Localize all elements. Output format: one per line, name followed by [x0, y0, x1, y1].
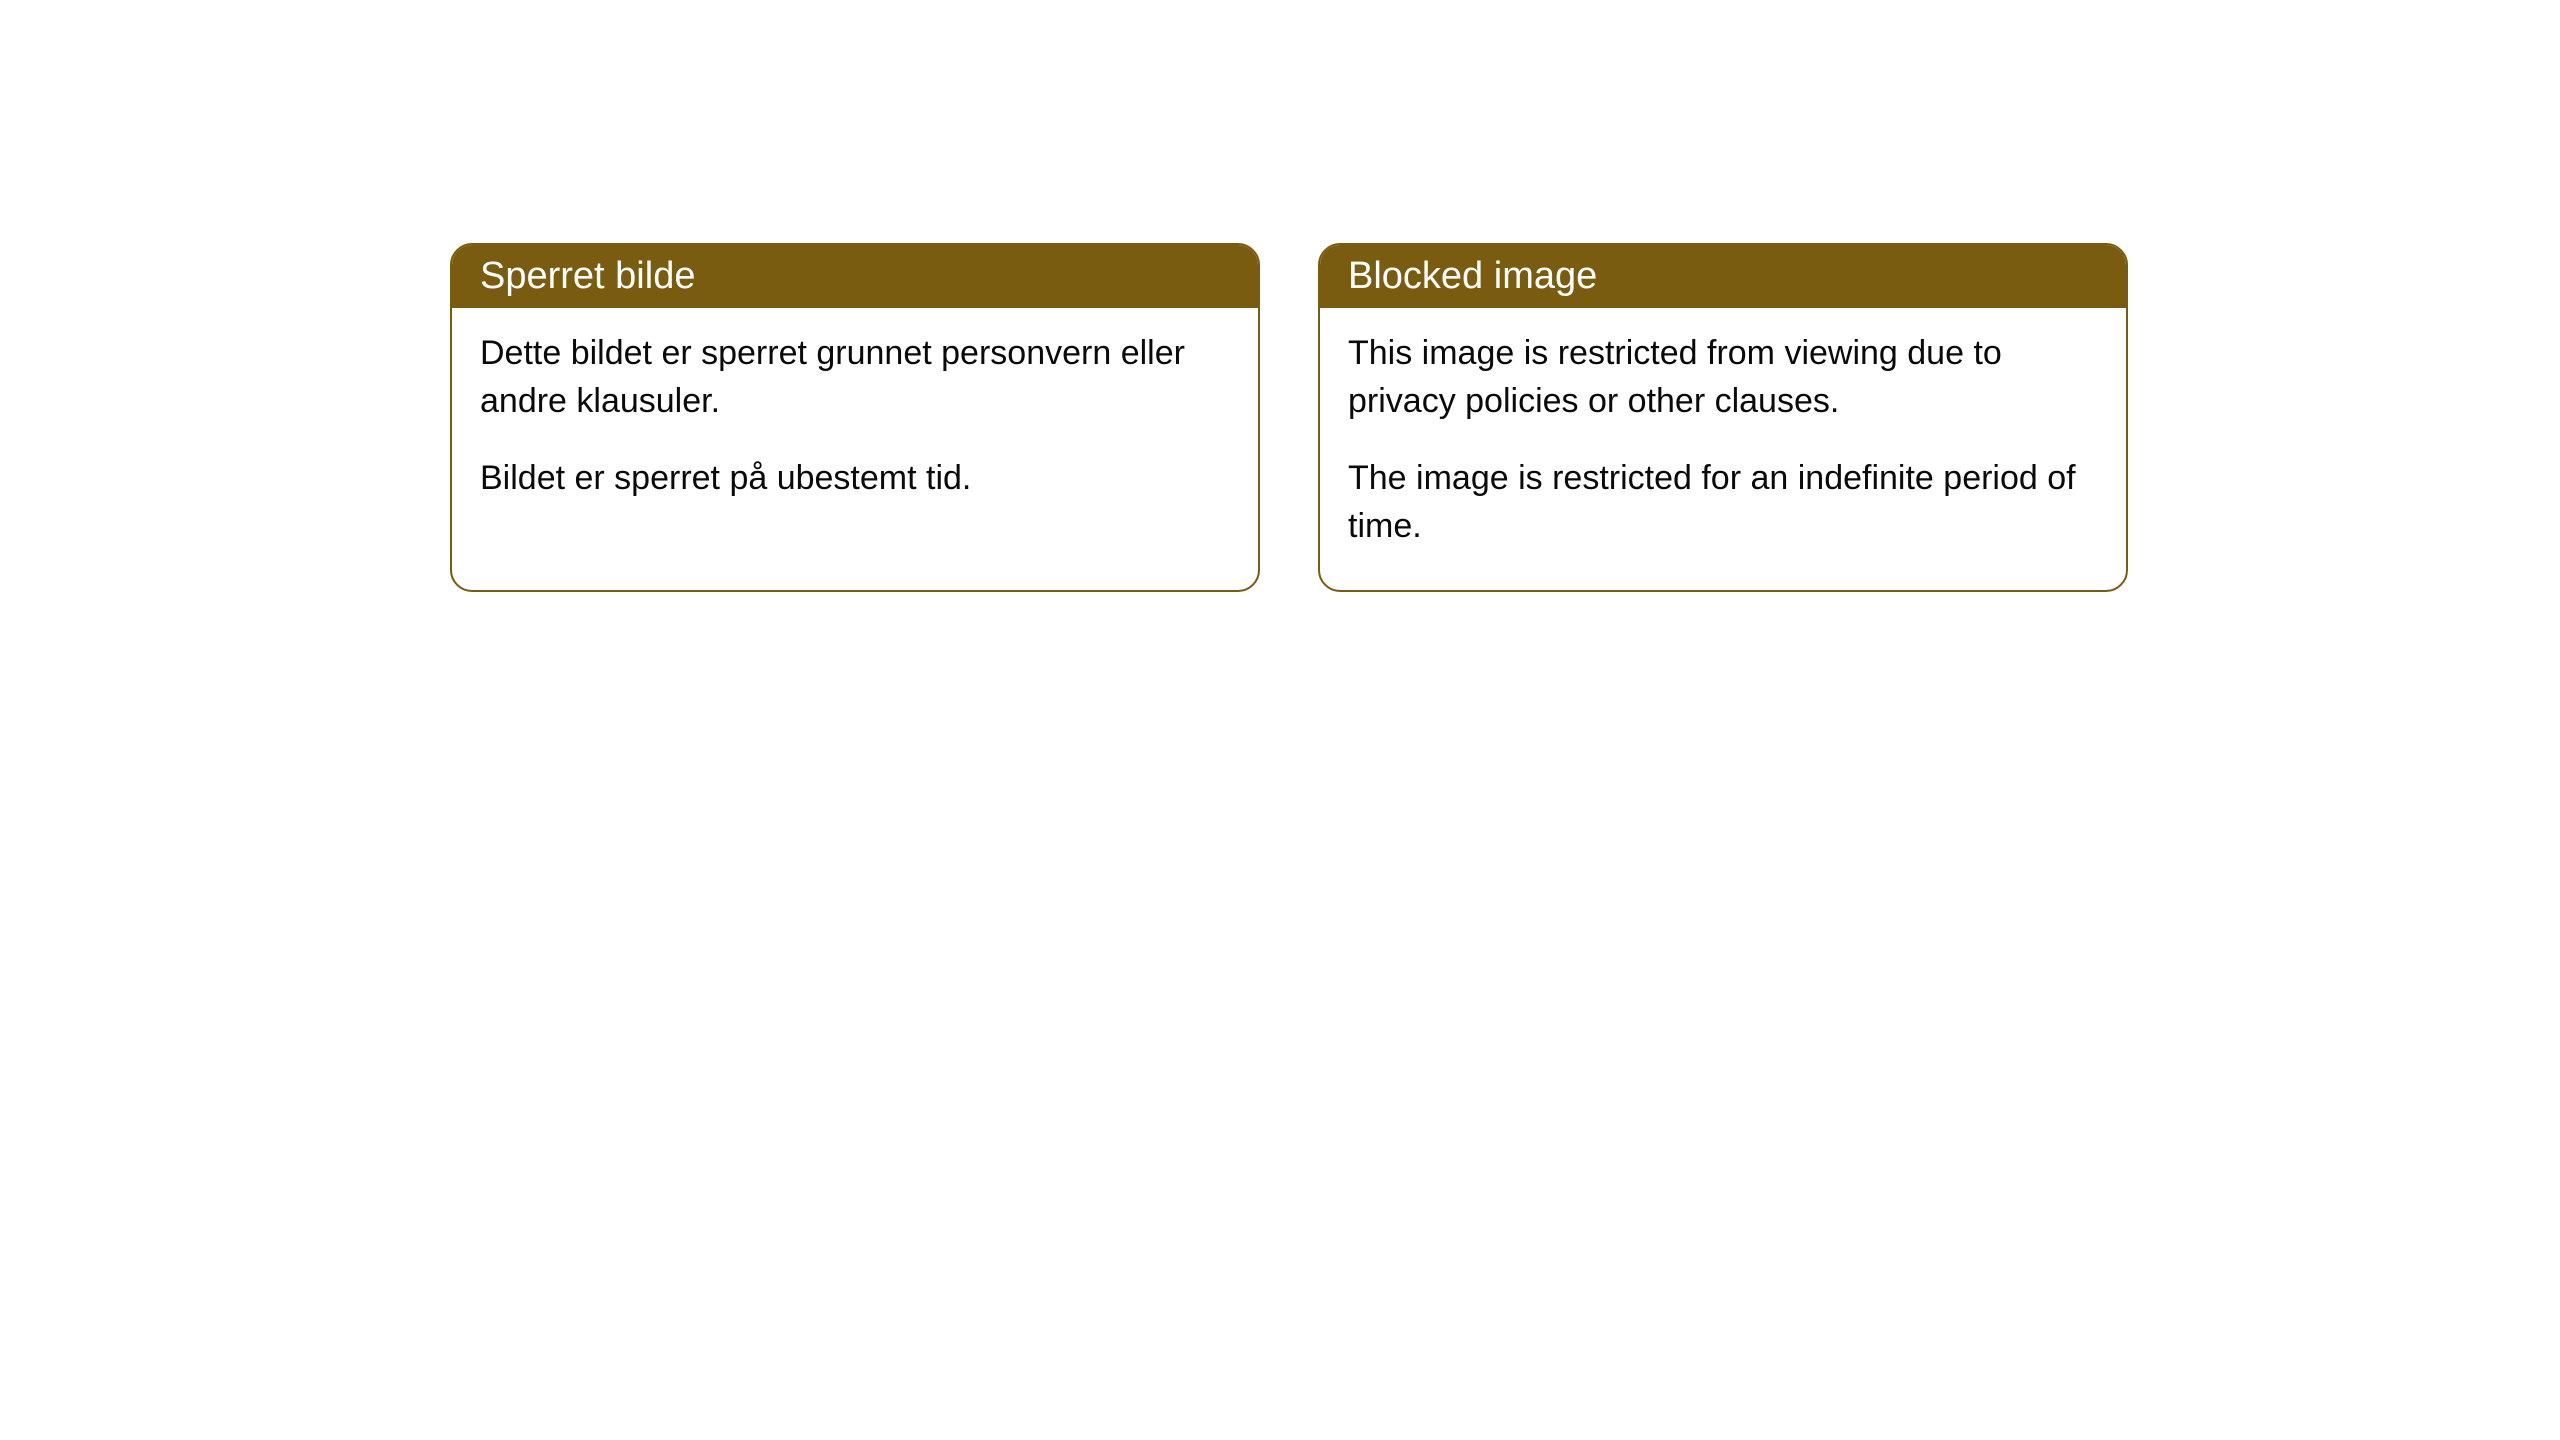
- card-header-norwegian: Sperret bilde: [452, 245, 1258, 308]
- notice-card-english: Blocked image This image is restricted f…: [1318, 243, 2128, 592]
- notice-card-norwegian: Sperret bilde Dette bildet er sperret gr…: [450, 243, 1260, 592]
- notice-paragraph-1-norwegian: Dette bildet er sperret grunnet personve…: [480, 330, 1230, 425]
- notice-paragraph-2-english: The image is restricted for an indefinit…: [1348, 455, 2098, 550]
- notice-paragraph-1-english: This image is restricted from viewing du…: [1348, 330, 2098, 425]
- card-header-english: Blocked image: [1320, 245, 2126, 308]
- card-body-english: This image is restricted from viewing du…: [1320, 308, 2126, 590]
- card-body-norwegian: Dette bildet er sperret grunnet personve…: [452, 308, 1258, 543]
- notice-paragraph-2-norwegian: Bildet er sperret på ubestemt tid.: [480, 455, 1230, 503]
- notice-cards-container: Sperret bilde Dette bildet er sperret gr…: [450, 243, 2128, 592]
